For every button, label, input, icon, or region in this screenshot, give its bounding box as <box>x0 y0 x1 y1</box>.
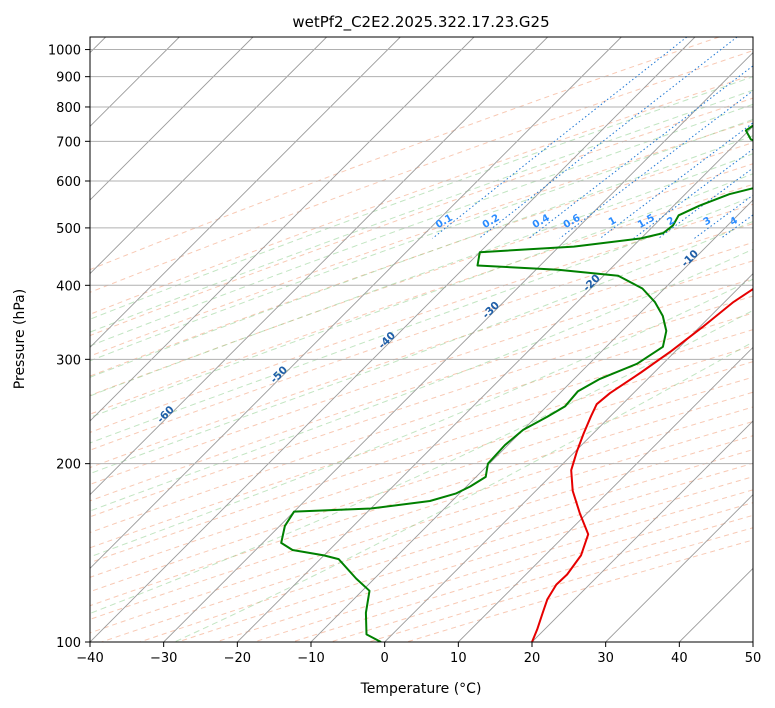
dry-adiabat-line <box>90 391 753 607</box>
x-axis-label: Temperature (°C) <box>360 681 482 697</box>
grid-lines <box>90 37 753 642</box>
dry-adiabat-label: -30 <box>480 299 502 321</box>
moist-adiabat-line <box>90 278 753 558</box>
dry-adiabat-line <box>90 142 753 377</box>
moist-adiabat-line <box>90 103 753 347</box>
x-tick-label: 40 <box>671 651 688 666</box>
isotherm-line <box>752 641 753 642</box>
y-tick-label: 900 <box>56 71 81 86</box>
isotherm-line <box>90 37 622 569</box>
y-tick-label: 400 <box>56 279 81 294</box>
mixing-ratio-line <box>694 194 753 239</box>
chart-title: wetPf2_C2E2.2025.322.17.23.G25 <box>292 13 549 32</box>
isotherm-line <box>90 37 475 422</box>
y-axis-label: Pressure (hPa) <box>12 289 28 389</box>
mixing-ratio-label: 4 <box>728 215 740 228</box>
x-tick-label: −20 <box>224 651 251 666</box>
y-tick-label: 300 <box>56 353 81 368</box>
dry-adiabat-line <box>292 502 753 642</box>
mixing-ratio-line <box>478 37 738 239</box>
plot-frame <box>89 36 754 643</box>
mixing-ratio-label: 1 <box>607 215 619 228</box>
mixing-ratio-line <box>559 90 753 239</box>
moist-adiabat-line <box>90 89 753 333</box>
x-tick-label: 30 <box>597 651 614 666</box>
moist-adiabat-line <box>90 195 753 444</box>
isotherm-line <box>163 52 753 642</box>
y-tick-label: 1000 <box>48 44 81 59</box>
moist-adiabat-line <box>90 248 753 512</box>
isotherm-line <box>90 37 327 275</box>
isotherm-line <box>384 273 753 642</box>
dry-adiabat-line <box>90 74 753 315</box>
dry-adiabat-label: -70 <box>59 426 81 448</box>
mixing-ratio-line <box>760 37 775 238</box>
dry-adiabat-label: -40 <box>376 330 398 352</box>
dry-adiabat-line <box>90 183 753 415</box>
x-tick-label: 10 <box>450 651 467 666</box>
dry-adiabat-line <box>90 37 720 271</box>
dry-adiabat-line <box>90 241 753 469</box>
isotherm-line <box>90 37 401 348</box>
isotherm-line <box>679 567 753 642</box>
dry-adiabat-line <box>101 435 753 642</box>
y-tick-label: 600 <box>56 175 81 190</box>
moist-adiabat-line <box>90 135 753 378</box>
isotherm-line <box>458 346 753 642</box>
isotherm-line <box>605 494 753 642</box>
dry-adiabat-line <box>90 376 753 593</box>
line-labels: 0.10.20.40.611.52346810131620253036-100-… <box>59 213 775 448</box>
x-tick-label: −40 <box>76 651 103 666</box>
x-tick-label: 50 <box>745 651 762 666</box>
dry-adiabat-line <box>90 50 753 293</box>
y-tick-label: 100 <box>56 636 81 651</box>
x-tick-label: −30 <box>150 651 177 666</box>
isotherm-line <box>310 199 753 642</box>
temperature-line <box>531 287 753 642</box>
mixing-ratio-line <box>658 167 753 239</box>
dry-adiabat-line <box>90 203 753 433</box>
dry-adiabat-line <box>90 329 753 549</box>
mixing-ratio-label: 3 <box>702 215 714 228</box>
mixing-ratio-label: 6 <box>767 215 775 228</box>
dry-adiabat-line <box>90 163 753 396</box>
dry-adiabat-line <box>90 295 753 518</box>
x-tick-label: 20 <box>524 651 541 666</box>
mixing-ratio-lines <box>432 37 775 239</box>
y-tick-label: 500 <box>56 222 81 237</box>
dry-adiabat-label: -50 <box>268 364 290 386</box>
adiabat-lines <box>90 37 753 642</box>
dry-adiabat-line <box>90 345 753 564</box>
moist-adiabat-line <box>90 153 753 397</box>
axes: −40 −30 −20 −10 0 10 20 30 40 50 100 200 300 400 500 60… <box>48 44 761 666</box>
y-tick-label: 200 <box>56 458 81 473</box>
dewpoint-line <box>280 124 753 642</box>
dry-adiabat-line <box>90 97 753 337</box>
isotherm-line <box>531 420 753 642</box>
dry-adiabat-line <box>330 514 753 642</box>
moist-adiabat-line <box>90 76 753 320</box>
y-tick-label: 800 <box>56 101 81 116</box>
moist-adiabat-line <box>90 220 753 475</box>
mixing-ratio-label: 2 <box>665 215 677 228</box>
isotherm-line <box>237 125 753 642</box>
plot-area: 0.10.20.40.611.52346810131620253036-100-… <box>59 37 775 642</box>
isotherm-line <box>90 37 254 201</box>
moist-adiabat-line <box>90 118 753 362</box>
isotherm-line <box>90 37 696 642</box>
x-tick-label: 0 <box>381 651 389 666</box>
isotherm-line <box>90 37 548 496</box>
mixing-ratio-line <box>432 37 688 239</box>
x-tick-label: −10 <box>297 651 324 666</box>
data-series <box>280 124 753 642</box>
y-tick-label: 700 <box>56 135 81 150</box>
